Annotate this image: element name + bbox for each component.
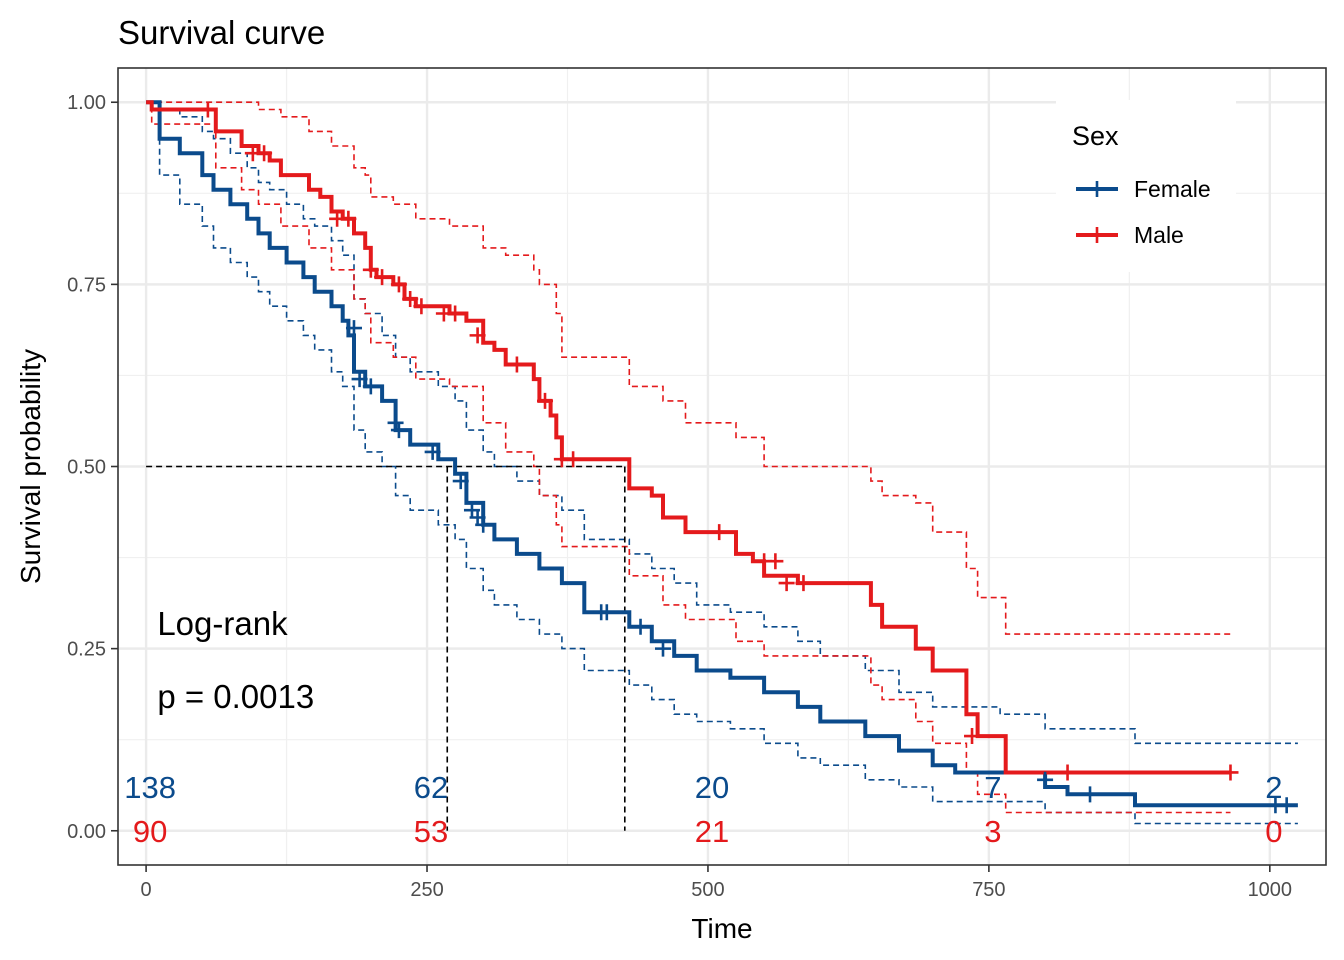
survival-curve-female	[146, 100, 1298, 808]
ci-lower-male	[146, 101, 1231, 814]
y-tick-label: 0.25	[67, 639, 106, 661]
risk-count-female: 62	[414, 770, 448, 805]
risk-count-female: 2	[1265, 770, 1282, 805]
y-tick-label: 0.00	[67, 821, 106, 843]
x-tick-label: 500	[691, 879, 724, 901]
censor-mark-female	[345, 320, 362, 337]
censor-mark-female	[424, 443, 441, 460]
censor-mark-male	[199, 101, 216, 118]
censor-mark-male	[565, 451, 582, 468]
censor-mark-male	[390, 276, 407, 293]
censor-marks	[199, 101, 1295, 814]
x-axis: 0 250 500 750 1000	[141, 865, 1293, 901]
censor-mark-male	[1059, 764, 1076, 781]
censor-mark-male	[374, 269, 391, 286]
legend-title: Sex	[1072, 121, 1119, 151]
ci-lower-female	[146, 101, 1298, 825]
censor-mark-female	[351, 371, 368, 388]
y-axis: 0.00 0.25 0.50 0.75 1.00	[67, 92, 118, 843]
censor-mark-male	[256, 145, 273, 162]
censor-mark-female	[362, 378, 379, 395]
risk-count-female: 7	[984, 770, 1001, 805]
risk-count-male: 53	[414, 814, 448, 849]
censor-mark-male	[1222, 764, 1239, 781]
censor-mark-female	[390, 422, 407, 439]
x-axis-title: Time	[691, 913, 752, 944]
risk-count-female: 138	[124, 770, 176, 805]
risk-count-female: 20	[695, 770, 729, 805]
legend-label-female: Female	[1134, 176, 1211, 202]
censor-mark-male	[413, 298, 430, 315]
censor-mark-male	[711, 524, 728, 541]
censor-mark-male	[508, 356, 525, 373]
y-tick-label: 1.00	[67, 92, 106, 114]
censor-mark-male	[447, 305, 464, 322]
risk-count-male: 0	[1265, 814, 1282, 849]
censor-mark-female	[1037, 771, 1054, 788]
censor-mark-female	[452, 473, 469, 490]
ci-upper-male	[146, 101, 1231, 635]
censor-mark-male	[340, 210, 357, 227]
censor-mark-female	[655, 640, 672, 657]
y-tick-label: 0.75	[67, 274, 106, 296]
x-tick-label: 0	[141, 879, 152, 901]
censor-mark-male	[795, 575, 812, 592]
legend-censor-female	[1089, 181, 1105, 197]
pvalue-label: p = 0.0013	[157, 678, 314, 715]
confidence-intervals	[146, 101, 1298, 825]
x-tick-label: 1000	[1248, 879, 1293, 901]
legend-censor-male	[1089, 227, 1105, 243]
censor-mark-female	[632, 618, 649, 635]
censor-mark-male	[778, 575, 795, 592]
censor-mark-female	[475, 516, 492, 533]
test-label: Log-rank	[157, 605, 288, 642]
legend-background	[1056, 100, 1236, 272]
legend: Sex Female Male	[1056, 100, 1236, 272]
censor-mark-male	[362, 261, 379, 278]
risk-table: 138 62 20 7 2 90 53 21 3 0	[124, 770, 1282, 849]
censor-mark-male	[767, 553, 784, 570]
x-tick-label: 250	[410, 879, 443, 901]
censor-mark-female	[1278, 797, 1295, 814]
y-tick-label: 0.50	[67, 457, 106, 479]
censor-mark-male	[537, 392, 554, 409]
chart-title: Survival curve	[118, 14, 325, 51]
legend-items: Female Male	[1076, 176, 1211, 248]
median-lines	[146, 465, 626, 831]
censor-mark-female	[387, 414, 404, 431]
censor-mark-female	[1082, 786, 1099, 803]
legend-label-male: Male	[1134, 222, 1184, 248]
censor-mark-female	[598, 604, 615, 621]
risk-count-male: 90	[133, 814, 167, 849]
y-axis-title: Survival probability	[15, 349, 46, 584]
censor-mark-male	[469, 327, 486, 344]
x-tick-label: 750	[972, 879, 1005, 901]
censor-mark-male	[964, 728, 981, 745]
risk-count-male: 3	[984, 814, 1001, 849]
censor-mark-male	[402, 290, 419, 307]
risk-count-male: 21	[695, 814, 729, 849]
ci-upper-female	[146, 101, 1298, 745]
